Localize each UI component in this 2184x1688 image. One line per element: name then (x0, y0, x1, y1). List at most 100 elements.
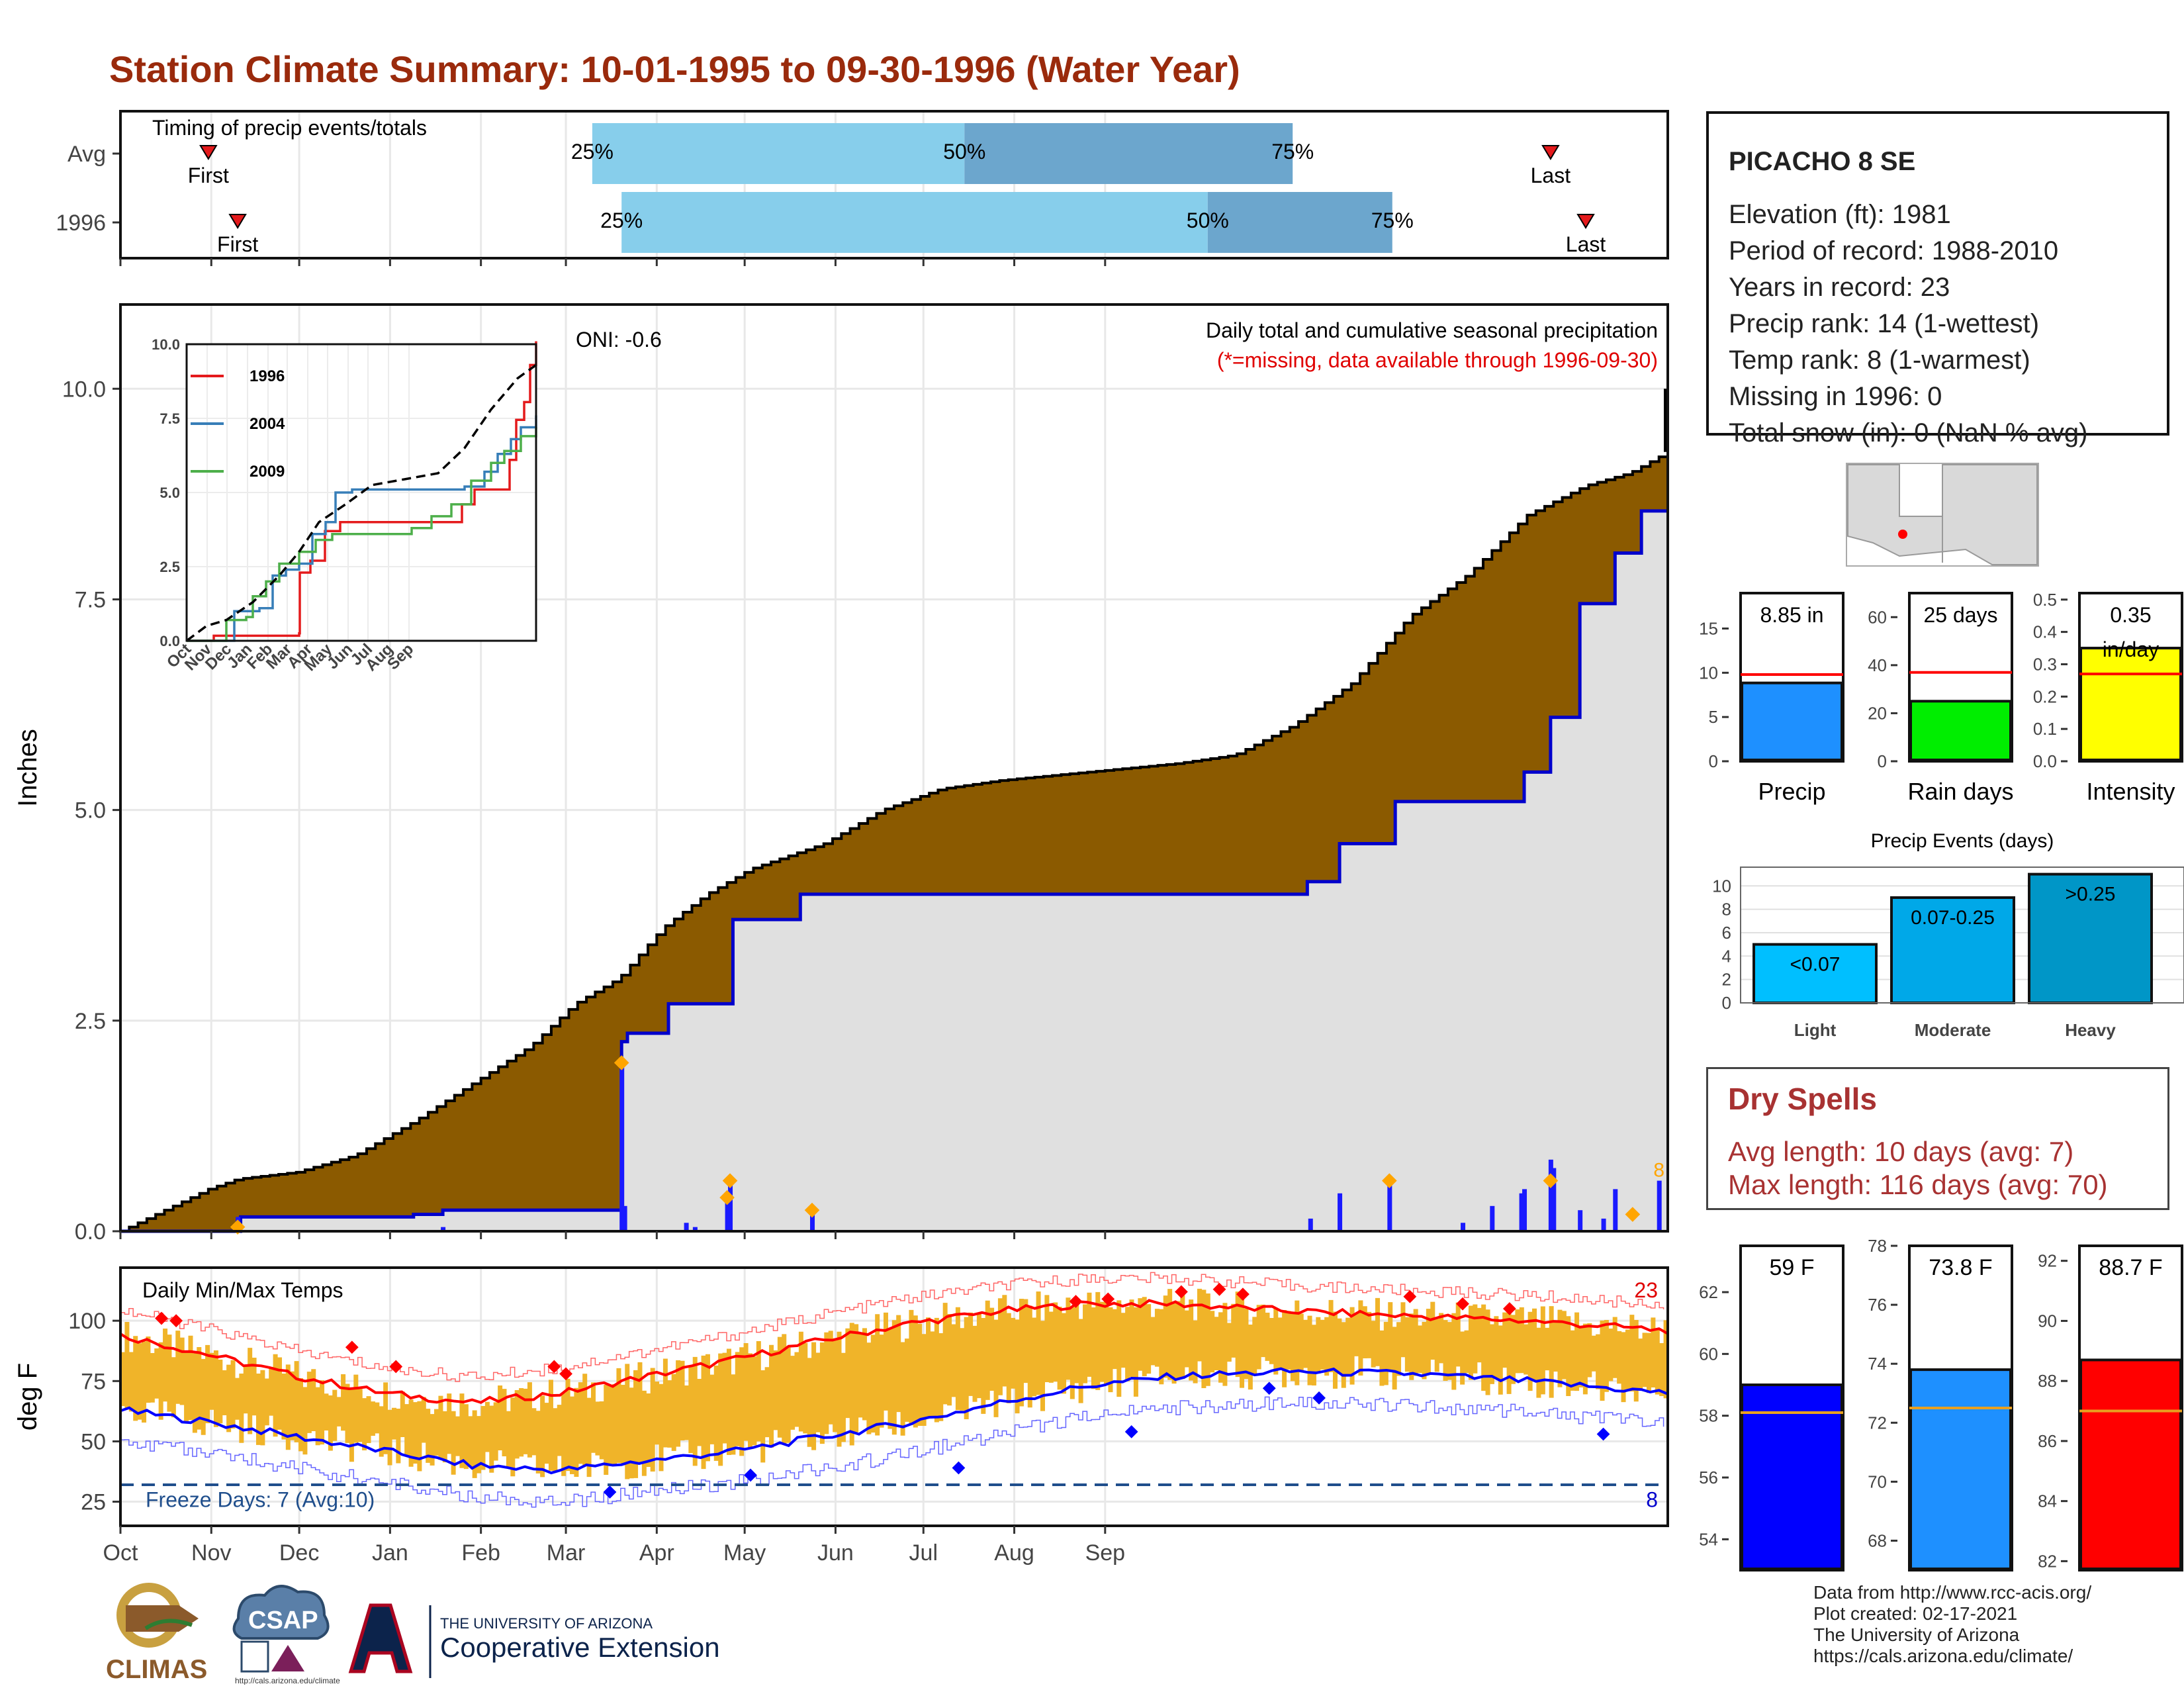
gauge-intensity-ytick-label: 0.4 (2033, 622, 2057, 642)
daily-precip-bar (684, 1223, 689, 1231)
gauge-t-mean-bar (1909, 1368, 2012, 1571)
gauge-precip-ytick-label: 0 (1709, 751, 1718, 771)
daily-precip-bar (1601, 1218, 1606, 1231)
gauge-t-mean-ytick-label: 68 (1868, 1530, 1887, 1550)
record-high-marker (1403, 1289, 1417, 1303)
daily-precip-bar (1387, 1180, 1392, 1231)
credit-plot-date: Plot created: 02-17-2021 (1813, 1603, 2018, 1624)
timing-frame (119, 110, 1669, 259)
gauge-intensity-ytick-label: 0.5 (2033, 590, 2057, 610)
temp-ytick-label: 25 (81, 1490, 106, 1515)
temp-ytick-label: 75 (81, 1369, 106, 1394)
daily-precip-bar (728, 1185, 733, 1231)
gauge-t-max-ytick-label: 82 (2038, 1551, 2057, 1571)
events-frame (1740, 867, 2184, 1004)
timing-title: Timing of precip events/totals (152, 116, 427, 140)
timing-row-label: 1996 (56, 211, 106, 236)
daily-precip-bar (619, 1062, 625, 1231)
timing-bar-25-50 (621, 192, 1208, 253)
events-category-label: Heavy (2065, 1020, 2116, 1040)
year-cumulative-area (120, 510, 1668, 1232)
daily-precip-bar (1461, 1223, 1466, 1231)
gauge-t-mean-ytick-label: 70 (1868, 1472, 1887, 1491)
dry-spells-panel: Dry Spells Avg length: 10 days (avg: 7) … (1706, 1067, 2169, 1210)
daily-precip-bar (1338, 1193, 1343, 1231)
timing-first-label: First (188, 164, 229, 187)
inset-legend-label: 1996 (250, 367, 285, 385)
gauge-t-mean-ytick-label: 72 (1868, 1413, 1887, 1432)
timing-p75-label: 75% (1271, 140, 1314, 164)
gauge-t-max-ytick-label: 86 (2038, 1431, 2057, 1451)
cold-days-count: 8 (1646, 1488, 1658, 1512)
temp-ytick-label: 50 (81, 1429, 106, 1454)
temp-title: Daily Min/Max Temps (142, 1278, 343, 1302)
events-ytick-label: 0 (1722, 993, 1731, 1013)
hot-days-count: 23 (1634, 1278, 1658, 1302)
record-high-marker (345, 1340, 359, 1354)
climas-logo: CLIMAS (106, 1583, 207, 1684)
logos: CLIMAS CSAP http://cals.arizona.edu/clim… (106, 1583, 720, 1685)
precip-event-marker (722, 1173, 738, 1188)
gauge-t-mean-ytick-label: 74 (1868, 1354, 1887, 1374)
page-title: Station Climate Summary: 10-01-1995 to 0… (109, 48, 1240, 90)
timing-p50-label: 50% (943, 140, 985, 164)
daily-precip-bar (441, 1227, 446, 1231)
timing-first-marker (199, 145, 218, 160)
inset-ytick-label: 5.0 (159, 485, 180, 501)
record-min-line (120, 1396, 1664, 1508)
month-label: Jun (817, 1540, 854, 1566)
gauge-rain-days-ytick-label: 60 (1868, 607, 1887, 627)
month-label: May (723, 1540, 766, 1566)
precip-event-marker (1382, 1173, 1397, 1188)
gauge-rain-days-bar (1909, 700, 2012, 761)
year-cumulative-line (120, 509, 1668, 1233)
station-location-dot (1898, 530, 1907, 539)
precip-event-marker (719, 1190, 735, 1205)
timing-last-label: Last (1531, 164, 1571, 187)
events-bar-label: >0.25 (2066, 884, 2116, 906)
gauge-precip-ytick-label: 10 (1699, 663, 1718, 682)
gauge-t-min-ytick-label: 60 (1699, 1344, 1718, 1364)
record-low-marker (1312, 1391, 1326, 1405)
precip-event-marker (804, 1202, 820, 1218)
station-period: Period of record: 1988-2010 (1729, 236, 2059, 265)
events-category-label: Light (1794, 1020, 1837, 1040)
record-low-marker (1262, 1382, 1276, 1395)
station-name: PICACHO 8 SE (1729, 147, 1916, 176)
month-label: Mar (547, 1540, 586, 1566)
gauge-precip-ytick-label: 15 (1699, 618, 1718, 638)
gauge-rain-days-label: Rain days (1907, 778, 2013, 805)
gauge-rain-days-ytick-label: 20 (1868, 703, 1887, 723)
csap-url: http://cals.arizona.edu/climate (235, 1676, 340, 1685)
gauge-intensity-label: Intensity (2086, 778, 2175, 805)
daily-precip-bar (810, 1210, 815, 1231)
events-bar-label: 0.07-0.25 (1911, 907, 1995, 929)
record-high-marker (1101, 1292, 1115, 1306)
gauge-t-min-value-label: 59 F (1769, 1255, 1814, 1280)
gauge-precip-bar (1741, 681, 1843, 762)
record-low-marker (1596, 1427, 1610, 1441)
record-low-marker (603, 1485, 617, 1499)
precip-ytick-label: 5.0 (75, 798, 106, 823)
month-label: Oct (103, 1540, 138, 1566)
daily-precip-bar (1613, 1189, 1618, 1231)
precip-subtitle: (*=missing, data available through 1996-… (1217, 348, 1658, 372)
gauge-precip-label: Precip (1758, 778, 1825, 805)
gauge-t-mean-ytick-label: 78 (1868, 1236, 1887, 1256)
dry-spells-title: Dry Spells (1728, 1082, 1877, 1116)
precip-title: Daily total and cumulative seasonal prec… (1206, 318, 1658, 342)
events-bar-light (1752, 943, 1878, 1005)
events-bar-moderate (1890, 896, 2015, 1005)
freeze-days-label: Freeze Days: 7 (Avg:10) (146, 1488, 375, 1512)
precip-event-marker (1543, 1173, 1559, 1188)
precip-ytick-label: 10.0 (62, 377, 106, 402)
precip-event-marker (614, 1055, 629, 1070)
temp-chart: 25 50 75 100 Freeze Days: 7 (Avg:10) Daily Mi… (13, 1266, 1669, 1566)
daily-precip-bar (1490, 1205, 1495, 1231)
events-ytick-label: 6 (1722, 923, 1731, 943)
gauge-precip-ytick-label: 5 (1709, 707, 1718, 727)
record-high-marker (1456, 1297, 1469, 1311)
oni-label: ONI: -0.6 (576, 328, 662, 352)
gauge-rain-days-value-label: 25 days (1923, 603, 1997, 627)
gauge-intensity-ytick-label: 0.3 (2033, 654, 2057, 674)
